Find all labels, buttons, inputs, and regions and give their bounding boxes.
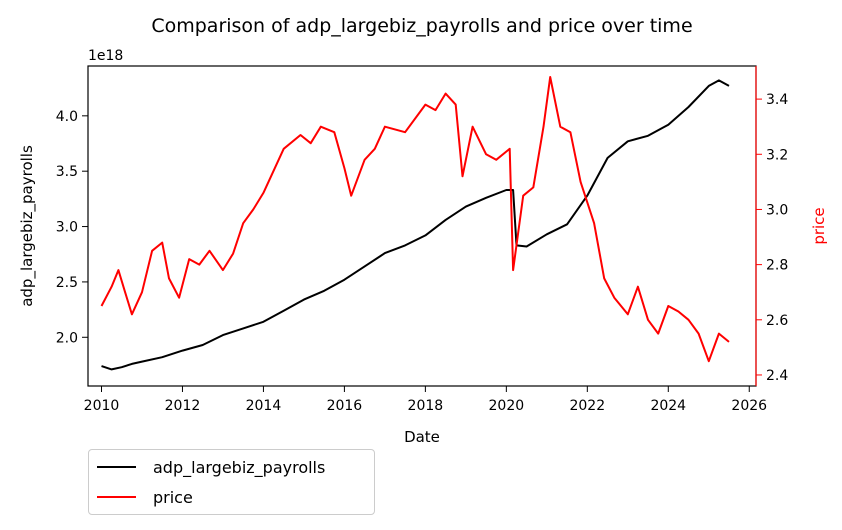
x-tick-label: 2026 — [731, 398, 767, 414]
x-tick-label: 2018 — [408, 398, 444, 414]
legend-label-payrolls: adp_largebiz_payrolls — [153, 457, 326, 477]
series-line-price — [100, 76, 730, 363]
right-tick-label: 2.6 — [766, 313, 788, 329]
left-tick-label: 3.0 — [56, 220, 78, 236]
left-tick-label: 3.5 — [56, 164, 78, 180]
left-axis-offset-text: 1e18 — [88, 48, 123, 64]
legend-item-price: price — [97, 486, 193, 508]
right-tick-label: 2.4 — [766, 368, 788, 384]
x-axis-ticks: 2010 2012 2014 2016 2018 2020 2022 2024 2026 — [84, 386, 767, 414]
right-tick-label: 2.8 — [766, 258, 788, 274]
right-tick-label: 3.4 — [766, 92, 788, 108]
series-layer — [100, 76, 730, 371]
left-axis-ticks: 2.0 2.5 3.0 3.5 4.0 — [56, 109, 88, 346]
x-tick-label: 2022 — [569, 398, 605, 414]
left-tick-label: 2.0 — [56, 330, 78, 346]
x-tick-label: 2020 — [489, 398, 525, 414]
x-tick-label: 2014 — [246, 398, 282, 414]
series-line-adp_largebiz_payrolls — [101, 79, 730, 371]
right-axis-ticks: 2.4 2.6 2.8 3.0 3.2 3.4 — [756, 92, 788, 384]
chart-title: Comparison of adp_largebiz_payrolls and … — [151, 15, 692, 37]
x-tick-label: 2016 — [327, 398, 363, 414]
left-tick-label: 4.0 — [56, 109, 78, 125]
left-axis-label: adp_largebiz_payrolls — [18, 145, 37, 307]
right-tick-label: 3.2 — [766, 147, 788, 163]
x-tick-label: 2010 — [84, 398, 120, 414]
plot-area — [87, 65, 757, 387]
x-axis-label: Date — [404, 428, 440, 446]
left-tick-label: 2.5 — [56, 275, 78, 291]
legend-item-payrolls: adp_largebiz_payrolls — [97, 456, 325, 478]
legend-label-price: price — [153, 487, 193, 507]
right-axis-label: price — [810, 207, 828, 244]
right-tick-label: 3.0 — [766, 202, 788, 218]
legend-swatch-payrolls — [97, 466, 136, 468]
x-tick-label: 2024 — [650, 398, 686, 414]
x-tick-label: 2012 — [165, 398, 201, 414]
legend-swatch-price — [97, 496, 136, 498]
legend: adp_largebiz_payrolls price — [88, 449, 375, 515]
